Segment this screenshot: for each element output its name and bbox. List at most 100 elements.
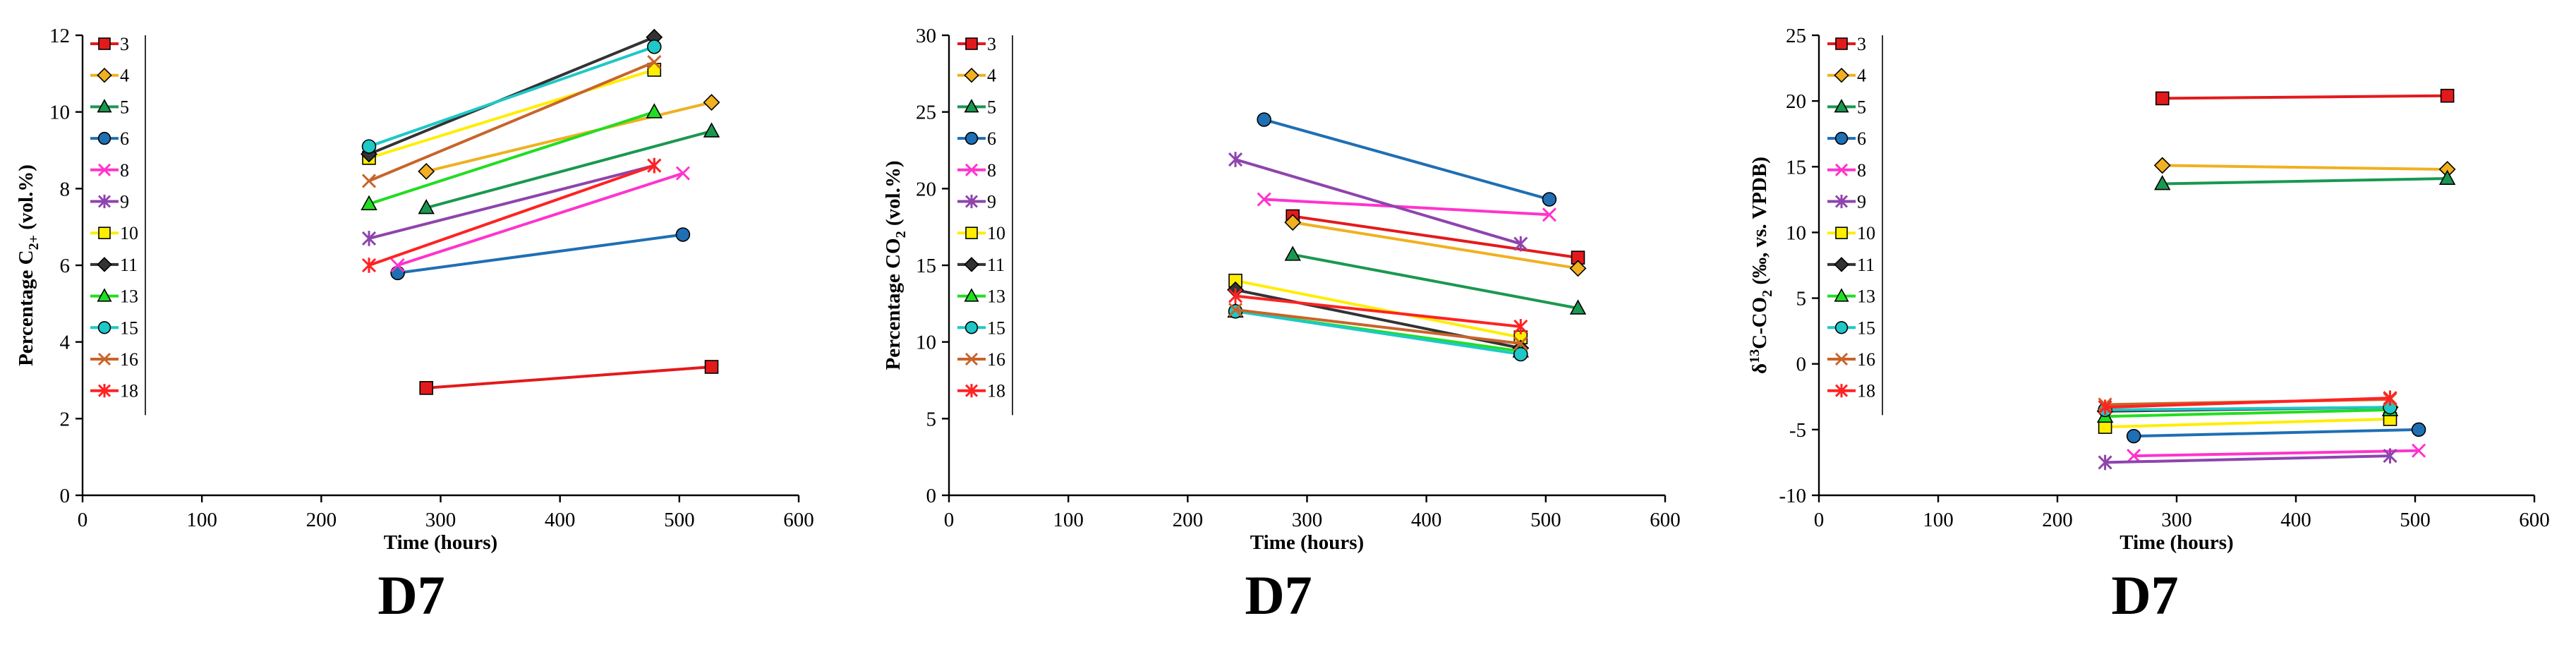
data-point-6	[1542, 192, 1557, 207]
x-tick-label: 200	[306, 509, 337, 531]
series-8	[390, 166, 690, 273]
y-tick-label: 15	[916, 255, 936, 277]
y-tick-label: 12	[49, 25, 70, 47]
series-line-10	[2105, 417, 2390, 429]
y-axis-label-tail: (vol.%)	[15, 164, 37, 235]
y-axis-label-tail: (‰, vs. VPDB)	[1748, 157, 1771, 290]
data-point-15	[647, 40, 662, 54]
legend-label-8: 8	[120, 160, 129, 181]
series-line-6	[2134, 428, 2419, 438]
panel-label: D7	[1245, 564, 1312, 626]
data-point-9	[2383, 448, 2397, 464]
series-16	[1228, 302, 1528, 351]
data-point-9	[1513, 236, 1528, 252]
series-line-10	[1235, 279, 1521, 339]
legend-marker-6	[965, 131, 979, 145]
data-point-18	[2098, 399, 2112, 415]
x-tick-label: 0	[78, 509, 88, 531]
data-point-4	[418, 162, 435, 180]
legend-label-11: 11	[987, 255, 1005, 275]
data-point-5	[418, 199, 435, 214]
y-axis-label: δ13C-CO2 (‰, vs. VPDB)	[1747, 157, 1775, 374]
series-line-4	[1292, 221, 1578, 270]
series-line-15	[2105, 406, 2390, 411]
y-axis-label-sub: 2+	[26, 235, 42, 250]
x-tick-label: 500	[664, 509, 695, 531]
data-point-16	[1513, 336, 1528, 351]
series-15	[361, 40, 662, 154]
series-18	[1228, 288, 1528, 334]
y-axis-label: Percentage CO2 (vol.%)	[882, 161, 909, 370]
series-4	[2153, 157, 2456, 178]
legend-marker-4	[1834, 67, 1849, 83]
x-tick-label: 200	[1173, 509, 1204, 531]
series-line-18	[368, 164, 655, 267]
y-tick-label: 25	[916, 102, 936, 124]
legend-marker-9	[1834, 194, 1849, 209]
legend-marker-4	[964, 67, 979, 83]
series-line-9	[368, 164, 655, 240]
series-line-6	[1264, 118, 1550, 201]
y-tick-label: 5	[1796, 288, 1807, 310]
x-tick-label: 300	[2161, 509, 2192, 531]
series-line-4	[2162, 164, 2448, 171]
y-tick-label: 10	[1786, 222, 1806, 244]
legend-label-8: 8	[987, 160, 996, 181]
data-point-15	[1513, 346, 1528, 362]
legend-label-13: 13	[1857, 286, 1875, 307]
y-tick-label: 20	[1786, 90, 1806, 113]
legend: 3 4 5 6 8 9 10 11 13 15 16 18	[957, 34, 1013, 416]
data-point-18	[361, 258, 377, 273]
data-point-13	[646, 103, 663, 119]
panel-label: D7	[377, 564, 445, 626]
y-tick-label: 4	[60, 332, 71, 354]
series-line-16	[368, 61, 655, 183]
data-point-13	[361, 195, 377, 210]
legend-label-15: 15	[1857, 318, 1875, 338]
data-point-16	[361, 174, 377, 188]
series-9	[361, 157, 662, 246]
legend: 3 4 5 6 8 9 10 11 13 15 16 18	[1827, 34, 1883, 416]
data-point-4	[2153, 157, 2171, 174]
series-line-18	[1235, 294, 1521, 328]
legend-label-16: 16	[120, 349, 138, 370]
y-tick-label: 8	[60, 178, 71, 200]
data-point-8	[1542, 207, 1556, 222]
legend-label-10: 10	[120, 223, 138, 243]
chart-panel-c2-percentage: 0 100 200 300 400 500 600 0 2 4 6 8 10 12 Time (hours)…	[15, 25, 814, 626]
y-axis-label-mid: C-CO	[1748, 297, 1771, 349]
legend-marker-5	[97, 99, 112, 113]
legend-marker-18	[965, 384, 979, 398]
legend-marker-13	[1834, 288, 1849, 302]
y-axis-label-sub: 2	[893, 231, 909, 238]
y-tick-label: 2	[60, 408, 71, 430]
legend-label-15: 15	[120, 318, 138, 338]
data-point-8	[2412, 443, 2426, 458]
x-tick-label: 0	[944, 509, 955, 531]
x-axis-label: Time (hours)	[2120, 531, 2233, 554]
x-tick-label: 400	[545, 509, 576, 531]
series-3	[419, 360, 719, 395]
x-tick-label: 500	[1530, 509, 1561, 531]
legend-label-16: 16	[1857, 349, 1875, 370]
legend-marker-15	[97, 321, 111, 334]
legend-marker-10	[1835, 226, 1848, 240]
series-line-8	[2134, 449, 2419, 458]
series-9	[2098, 448, 2397, 471]
data-point-5	[2438, 169, 2456, 185]
series-line-18	[2105, 397, 2390, 409]
legend-label-6: 6	[1857, 128, 1866, 149]
legend-label-15: 15	[987, 318, 1005, 338]
series-5	[418, 122, 720, 214]
legend-marker-4	[97, 67, 112, 83]
y-tick-label: 0	[926, 485, 937, 507]
series-18	[361, 157, 662, 273]
legend-label-18: 18	[1857, 381, 1875, 401]
series-line-4	[425, 101, 712, 173]
series-4	[1284, 214, 1587, 277]
legend-label-11: 11	[1857, 255, 1875, 275]
y-axis-label-sub: 2	[1760, 290, 1775, 297]
legend-label-18: 18	[987, 381, 1005, 401]
